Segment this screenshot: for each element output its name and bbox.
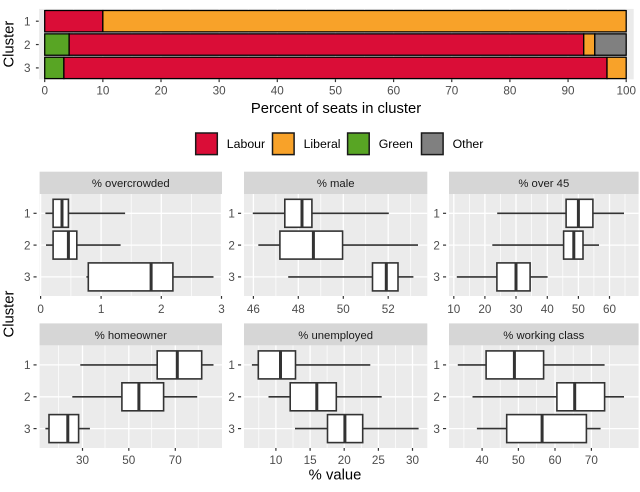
svg-text:Other: Other (453, 137, 484, 151)
svg-text:30: 30 (76, 454, 90, 467)
svg-text:Cluster: Cluster (2, 21, 18, 68)
svg-text:% working class: % working class (503, 330, 584, 342)
svg-text:25: 25 (372, 454, 386, 467)
svg-text:2: 2 (433, 239, 440, 252)
svg-text:1: 1 (228, 359, 235, 372)
svg-text:3: 3 (228, 271, 235, 284)
svg-text:Labour: Labour (227, 137, 265, 151)
svg-text:3: 3 (24, 62, 31, 75)
svg-text:15: 15 (304, 454, 318, 467)
svg-text:10: 10 (96, 84, 110, 97)
svg-text:2: 2 (228, 391, 235, 404)
svg-text:10: 10 (447, 303, 461, 316)
svg-text:10: 10 (269, 454, 283, 467)
svg-text:2: 2 (24, 39, 31, 52)
svg-text:0: 0 (41, 84, 48, 97)
svg-text:60: 60 (548, 454, 562, 467)
svg-text:3: 3 (24, 271, 31, 284)
svg-text:% overcrowded: % overcrowded (92, 178, 170, 190)
svg-text:40: 40 (271, 84, 285, 97)
svg-text:40: 40 (541, 303, 555, 316)
svg-text:40: 40 (476, 454, 490, 467)
svg-text:1: 1 (433, 208, 440, 221)
svg-text:48: 48 (292, 303, 305, 316)
svg-text:1: 1 (98, 303, 105, 316)
svg-text:90: 90 (562, 84, 576, 97)
svg-text:2: 2 (228, 239, 235, 252)
svg-text:Cluster: Cluster (2, 290, 18, 337)
svg-text:3: 3 (24, 423, 31, 436)
svg-text:2: 2 (24, 391, 31, 404)
svg-text:30: 30 (213, 84, 227, 97)
svg-text:1: 1 (24, 359, 31, 372)
svg-text:0: 0 (37, 303, 44, 316)
svg-text:20: 20 (338, 454, 352, 467)
svg-text:3: 3 (218, 303, 225, 316)
svg-text:46: 46 (247, 303, 260, 316)
svg-text:100: 100 (616, 84, 636, 97)
svg-text:50: 50 (337, 303, 351, 316)
svg-text:50: 50 (122, 454, 136, 467)
svg-text:70: 70 (585, 454, 599, 467)
svg-text:2: 2 (24, 239, 31, 252)
svg-text:60: 60 (603, 303, 617, 316)
svg-text:30: 30 (406, 454, 420, 467)
svg-text:52: 52 (382, 303, 395, 316)
svg-text:50: 50 (329, 84, 343, 97)
svg-text:2: 2 (433, 391, 440, 404)
svg-text:% homeowner: % homeowner (95, 330, 167, 342)
svg-text:80: 80 (503, 84, 517, 97)
svg-text:3: 3 (433, 271, 440, 284)
svg-text:% unemployed: % unemployed (298, 330, 373, 342)
svg-text:3: 3 (228, 423, 235, 436)
svg-text:3: 3 (433, 423, 440, 436)
svg-text:50: 50 (572, 303, 586, 316)
svg-text:70: 70 (445, 84, 459, 97)
svg-text:20: 20 (478, 303, 492, 316)
svg-text:1: 1 (228, 208, 235, 221)
svg-text:50: 50 (512, 454, 526, 467)
svg-text:1: 1 (433, 359, 440, 372)
svg-text:1: 1 (24, 16, 31, 29)
svg-text:% male: % male (317, 178, 355, 190)
svg-text:30: 30 (509, 303, 523, 316)
svg-text:Green: Green (379, 137, 413, 151)
svg-text:70: 70 (169, 454, 183, 467)
svg-text:Liberal: Liberal (304, 137, 341, 151)
svg-text:% over 45: % over 45 (518, 178, 569, 190)
svg-text:20: 20 (154, 84, 168, 97)
svg-text:2: 2 (158, 303, 165, 316)
svg-text:60: 60 (387, 84, 401, 97)
svg-text:1: 1 (24, 208, 31, 221)
svg-text:Percent of seats in cluster: Percent of seats in cluster (251, 101, 421, 117)
svg-text:% value: % value (309, 468, 362, 484)
